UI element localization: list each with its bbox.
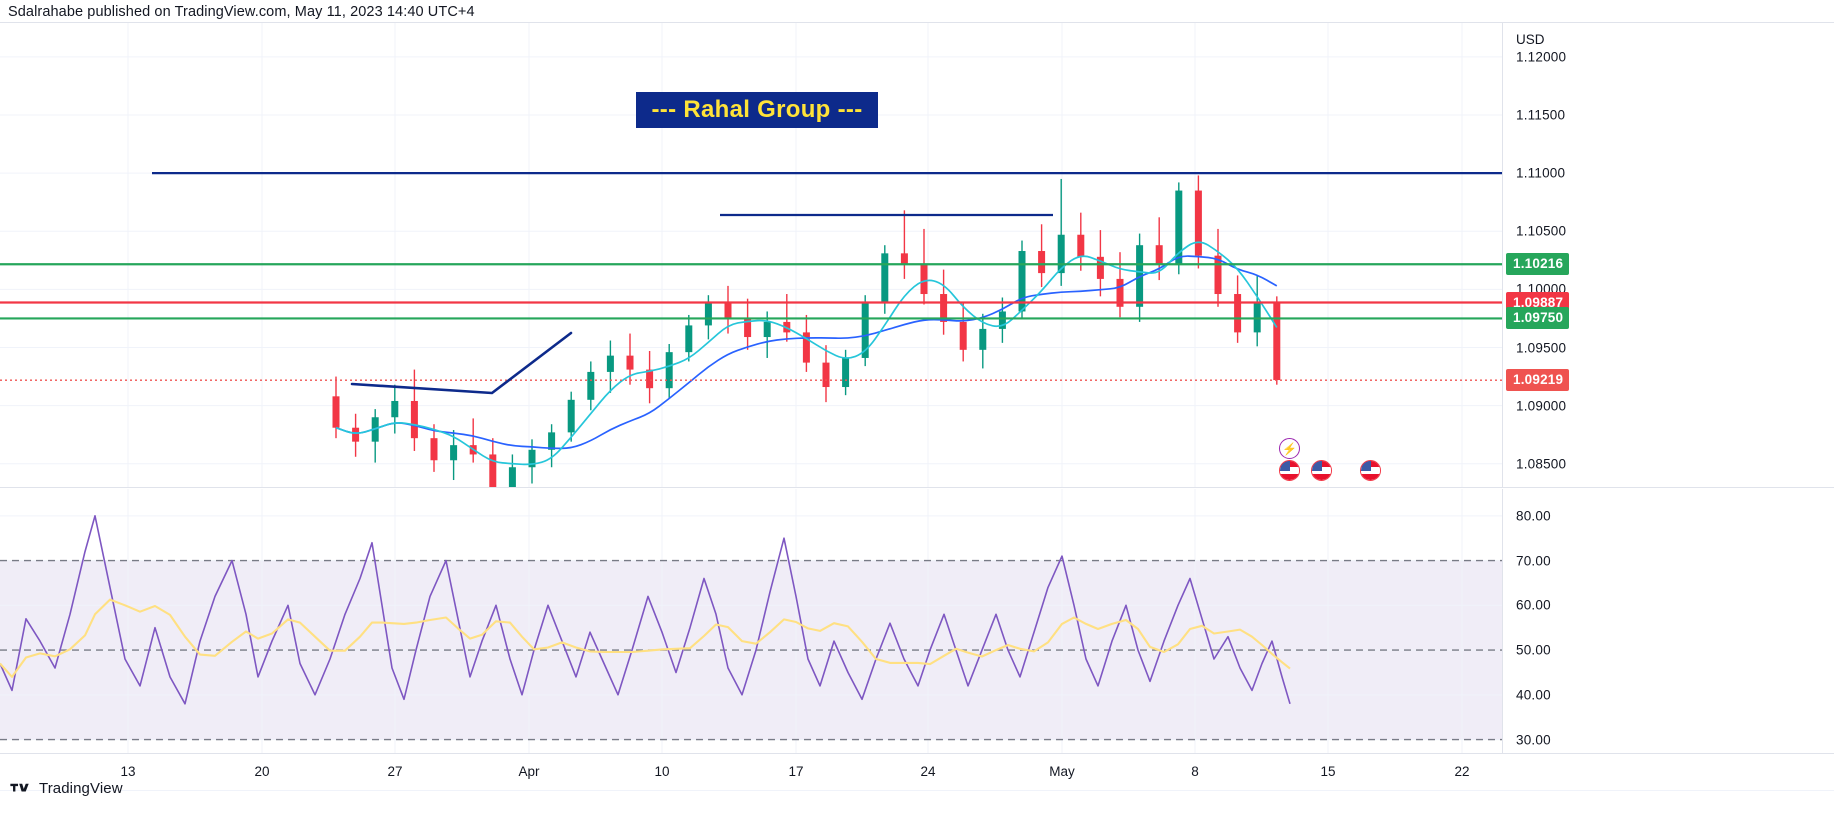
us-flag-event-icon-3[interactable]	[1360, 460, 1381, 481]
tradingview-logo-icon	[10, 783, 29, 792]
price-axis-tick: 1.10500	[1516, 223, 1567, 239]
tradingview-watermark: TradingView	[10, 780, 123, 797]
rsi-axis-tick: 60.00	[1516, 597, 1551, 613]
price-axis[interactable]: USD 1.12000 1.11500 1.11000 1.10500 1.10000 1…	[1502, 22, 1834, 487]
publisher-line: Sdalrahabe published on TradingView.com,…	[8, 4, 475, 20]
price-axis-tick: 1.11500	[1516, 107, 1566, 123]
rahal-group-banner: --- Rahal Group ---	[636, 92, 878, 128]
price-tag-support-resistance-green[interactable]: 1.10216	[1506, 253, 1570, 276]
us-flag-event-icon-2[interactable]	[1311, 460, 1332, 481]
price-axis-tick: 1.12000	[1516, 49, 1567, 65]
time-axis-tick: 27	[387, 764, 403, 779]
price-plot	[0, 22, 1502, 487]
time-axis-tick: Apr	[518, 764, 540, 779]
economic-event-bolt-icon[interactable]: ⚡	[1279, 438, 1300, 459]
tradingview-logo-text: TradingView	[39, 780, 123, 797]
time-axis-tick: 20	[254, 764, 270, 779]
banner-text: --- Rahal Group ---	[651, 96, 863, 123]
price-axis-tick: 1.08500	[1516, 456, 1567, 472]
price-axis-tick: 1.09500	[1516, 340, 1567, 355]
time-axis-tick: 10	[654, 764, 670, 779]
time-axis-tick: 13	[120, 764, 136, 779]
price-axis-unit: USD	[1516, 32, 1545, 47]
time-axis-tick: 24	[920, 764, 936, 779]
rsi-axis-tick: 40.00	[1516, 687, 1551, 703]
rsi-axis-tick: 50.00	[1516, 642, 1551, 658]
rsi-axis-tick: 80.00	[1516, 508, 1551, 524]
time-axis-tick: 17	[788, 764, 804, 779]
price-axis-tick: 1.11000	[1516, 165, 1566, 181]
time-axis-tick: 8	[1191, 764, 1199, 779]
time-axis-tick: May	[1049, 764, 1075, 779]
time-axis-tick: 22	[1454, 764, 1470, 779]
rsi-plot	[0, 489, 1502, 753]
time-axis[interactable]: 13 20 27 Apr 10 17 24 May 8 15 22	[0, 753, 1834, 791]
us-flag-event-icon-1[interactable]	[1279, 460, 1300, 481]
rsi-pane[interactable]	[0, 489, 1502, 753]
time-axis-tick: 15	[1320, 764, 1336, 779]
rsi-axis[interactable]: 80.00 70.00 60.00 50.00 40.00 30.00	[1502, 489, 1834, 753]
rsi-axis-tick: 30.00	[1516, 732, 1551, 748]
price-tag-support-green[interactable]: 1.09750	[1506, 307, 1570, 330]
rsi-axis-tick: 70.00	[1516, 553, 1551, 569]
price-tag-last-price[interactable]: 1.09219	[1506, 369, 1570, 392]
price-axis-tick: 1.09000	[1516, 398, 1567, 414]
